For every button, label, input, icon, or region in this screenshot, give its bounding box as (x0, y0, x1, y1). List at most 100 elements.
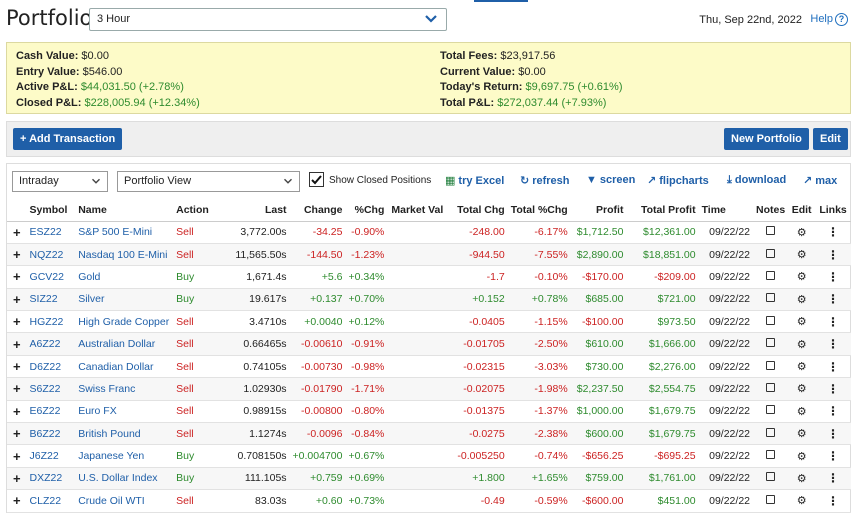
name-link[interactable]: Silver (75, 288, 174, 312)
expand-row-icon[interactable]: + (7, 221, 27, 244)
symbol-link[interactable]: A6Z22 (26, 332, 76, 356)
expand-row-icon[interactable]: + (7, 288, 27, 312)
refresh-link[interactable]: ↻ refresh (520, 174, 570, 187)
table-row[interactable]: + ESZ22 S&P 500 E-Mini Sell 3,772.00s -34.25-… (7, 221, 851, 244)
symbol-link[interactable]: SIZ22 (26, 288, 76, 312)
notes-icon[interactable] (753, 422, 789, 446)
column-header[interactable]: Action (173, 199, 223, 222)
edit-gear-icon[interactable]: ⚙ (788, 310, 816, 334)
edit-gear-icon[interactable]: ⚙ (788, 265, 816, 289)
download-link[interactable]: ⤓ download (727, 174, 786, 187)
expand-row-icon[interactable]: + (7, 444, 27, 468)
view-select[interactable]: Portfolio View (117, 171, 300, 192)
notes-icon[interactable] (753, 332, 789, 356)
table-row[interactable]: + CLZ22 Crude Oil WTI Sell 83.03s +0.60 +0.73%… (7, 489, 851, 513)
notes-icon[interactable] (753, 310, 789, 334)
name-link[interactable]: Gold (75, 265, 174, 289)
links-menu-icon[interactable]: ⋮ (815, 467, 851, 491)
edit-gear-icon[interactable]: ⚙ (788, 288, 816, 312)
column-header[interactable]: Profit (570, 199, 627, 222)
column-header[interactable]: Last (222, 199, 290, 222)
symbol-link[interactable]: NQZ22 (26, 243, 76, 267)
links-menu-icon[interactable]: ⋮ (815, 377, 851, 401)
expand-row-icon[interactable]: + (7, 377, 27, 401)
symbol-link[interactable]: J6Z22 (26, 444, 76, 468)
links-menu-icon[interactable]: ⋮ (815, 288, 851, 312)
notes-icon[interactable] (753, 400, 789, 424)
name-link[interactable]: S&P 500 E-Mini (75, 221, 174, 244)
symbol-link[interactable]: GCV22 (26, 265, 76, 289)
table-row[interactable]: + E6Z22 Euro FX Sell 0.98915s -0.00800 -0.80% -… (7, 400, 851, 424)
table-row[interactable]: + B6Z22 British Pound Sell 1.1274s -0.0096 -0.… (7, 422, 851, 446)
table-row[interactable]: + SIZ22 Silver Buy 19.617s +0.137 +0.70% +0.152… (7, 288, 851, 312)
name-link[interactable]: Canadian Dollar (75, 355, 174, 379)
symbol-link[interactable]: E6Z22 (26, 400, 76, 424)
symbol-link[interactable]: D6Z22 (26, 355, 76, 379)
expand-row-icon[interactable]: + (7, 243, 27, 267)
column-header[interactable]: Market Val (387, 199, 447, 222)
notes-icon[interactable] (753, 444, 789, 468)
notes-icon[interactable] (753, 265, 789, 289)
name-link[interactable]: Australian Dollar (75, 332, 174, 356)
expand-row-icon[interactable]: + (7, 422, 27, 446)
notes-icon[interactable] (753, 355, 789, 379)
notes-icon[interactable] (753, 489, 789, 513)
edit-portfolio-button[interactable]: Edit (813, 128, 848, 150)
notes-icon[interactable] (753, 377, 789, 401)
table-row[interactable]: + A6Z22 Australian Dollar Sell 0.66465s -0.00… (7, 332, 851, 356)
help-link[interactable]: Help? (810, 13, 848, 26)
expand-row-icon[interactable]: + (7, 355, 27, 379)
max-link[interactable]: ↗ max (803, 174, 837, 187)
links-menu-icon[interactable]: ⋮ (815, 332, 851, 356)
edit-gear-icon[interactable]: ⚙ (788, 400, 816, 424)
name-link[interactable]: Euro FX (75, 400, 174, 424)
excel-link[interactable]: ▦ try Excel (445, 174, 504, 187)
column-header[interactable]: Notes (753, 199, 789, 222)
table-row[interactable]: + J6Z22 Japanese Yen Buy 0.708150s +0.004700 +… (7, 444, 851, 468)
table-row[interactable]: + HGZ22 High Grade Copper Sell 3.4710s +0.004… (7, 310, 851, 334)
links-menu-icon[interactable]: ⋮ (815, 400, 851, 424)
table-row[interactable]: + NQZ22 Nasdaq 100 E-Mini Sell 11,565.50s -14… (7, 243, 851, 267)
edit-gear-icon[interactable]: ⚙ (788, 243, 816, 267)
notes-icon[interactable] (753, 467, 789, 491)
column-header[interactable]: Links (815, 199, 851, 222)
symbol-link[interactable]: HGZ22 (26, 310, 76, 334)
links-menu-icon[interactable]: ⋮ (815, 221, 851, 244)
links-menu-icon[interactable]: ⋮ (815, 265, 851, 289)
name-link[interactable]: Crude Oil WTI (75, 489, 174, 513)
name-link[interactable]: Nasdaq 100 E-Mini (75, 243, 174, 267)
column-header[interactable]: Time (698, 199, 753, 222)
column-header[interactable]: %Chg (345, 199, 388, 222)
name-link[interactable]: High Grade Copper (75, 310, 174, 334)
symbol-link[interactable]: ESZ22 (26, 221, 76, 244)
links-menu-icon[interactable]: ⋮ (815, 444, 851, 468)
notes-icon[interactable] (753, 288, 789, 312)
expand-row-icon[interactable]: + (7, 332, 27, 356)
flipcharts-link[interactable]: ↗ flipcharts (647, 174, 709, 187)
links-menu-icon[interactable]: ⋮ (815, 310, 851, 334)
expand-row-icon[interactable]: + (7, 400, 27, 424)
symbol-link[interactable]: CLZ22 (26, 489, 76, 513)
expand-row-icon[interactable]: + (7, 310, 27, 334)
table-row[interactable]: + D6Z22 Canadian Dollar Sell 0.74105s -0.0073… (7, 355, 851, 379)
timeframe-select[interactable]: Intraday (12, 171, 108, 192)
table-row[interactable]: + GCV22 Gold Buy 1,671.4s +5.6 +0.34% -1.7 -0.10… (7, 265, 851, 289)
column-header[interactable]: Change (289, 199, 346, 222)
new-portfolio-button[interactable]: New Portfolio (724, 128, 809, 150)
notes-icon[interactable] (753, 243, 789, 267)
links-menu-icon[interactable]: ⋮ (815, 422, 851, 446)
column-header[interactable]: Total Chg (446, 199, 508, 222)
name-link[interactable]: British Pound (75, 422, 174, 446)
column-header[interactable]: Total %Chg (507, 199, 571, 222)
column-header[interactable]: Name (75, 199, 174, 222)
edit-gear-icon[interactable]: ⚙ (788, 332, 816, 356)
add-transaction-button[interactable]: + Add Transaction (13, 128, 123, 150)
name-link[interactable]: U.S. Dollar Index (75, 467, 174, 491)
expand-row-icon[interactable]: + (7, 265, 27, 289)
edit-gear-icon[interactable]: ⚙ (788, 355, 816, 379)
edit-gear-icon[interactable]: ⚙ (788, 489, 816, 513)
notes-icon[interactable] (753, 221, 789, 244)
links-menu-icon[interactable]: ⋮ (815, 489, 851, 513)
expand-row-icon[interactable]: + (7, 489, 27, 513)
links-menu-icon[interactable]: ⋮ (815, 355, 851, 379)
